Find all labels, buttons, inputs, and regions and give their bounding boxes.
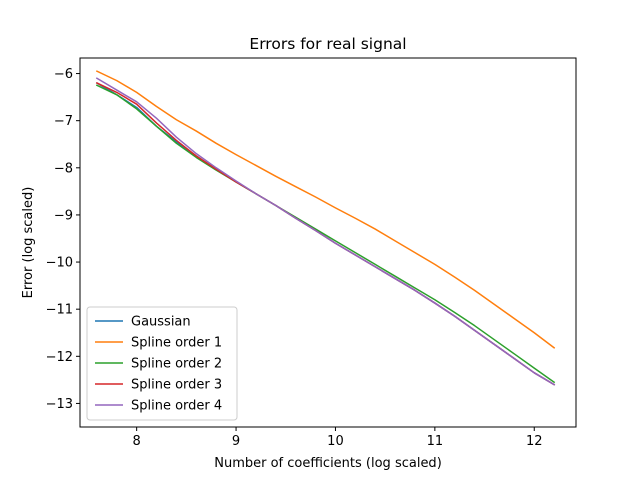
x-axis-label: Number of coefficients (log scaled) — [214, 456, 442, 471]
y-tick-label: −7 — [54, 114, 73, 129]
series-lines — [95, 70, 556, 386]
y-tick-label: −9 — [54, 208, 73, 223]
x-tick-label: 12 — [526, 434, 543, 449]
legend: Gaussian Spline order 1 Spline order 2 Spli… — [86, 306, 238, 421]
y-tick-label: −8 — [54, 161, 73, 176]
x-axis-ticks: 8 9 10 11 12 — [133, 427, 543, 449]
x-tick-label: 8 — [133, 434, 141, 449]
legend-entry: Spline order 2 — [131, 357, 222, 372]
series-line-2 — [95, 70, 556, 349]
y-tick-label: −10 — [46, 256, 73, 271]
legend-entry: Spline order 3 — [131, 378, 222, 393]
series-line-3 — [95, 84, 556, 384]
y-tick-label: −11 — [46, 303, 73, 318]
legend-entry: Spline order 1 — [131, 336, 222, 351]
legend-entry: Gaussian — [131, 315, 191, 330]
x-tick-label: 11 — [427, 434, 444, 449]
plot-area — [79, 57, 577, 428]
legend-entry: Spline order 4 — [131, 399, 222, 414]
x-tick-label: 9 — [232, 434, 240, 449]
x-tick-label: 10 — [327, 434, 344, 449]
series-line-5 — [95, 77, 556, 386]
y-axis-ticks: −13 −12 −11 −10 −9 −8 −7 −6 — [46, 67, 80, 412]
y-tick-label: −6 — [54, 67, 73, 82]
y-tick-label: −13 — [46, 397, 73, 412]
y-tick-label: −12 — [46, 350, 73, 365]
legend-box — [86, 306, 238, 421]
chart-title: Errors for real signal — [249, 35, 406, 53]
y-axis-label: Error (log scaled) — [21, 187, 36, 299]
